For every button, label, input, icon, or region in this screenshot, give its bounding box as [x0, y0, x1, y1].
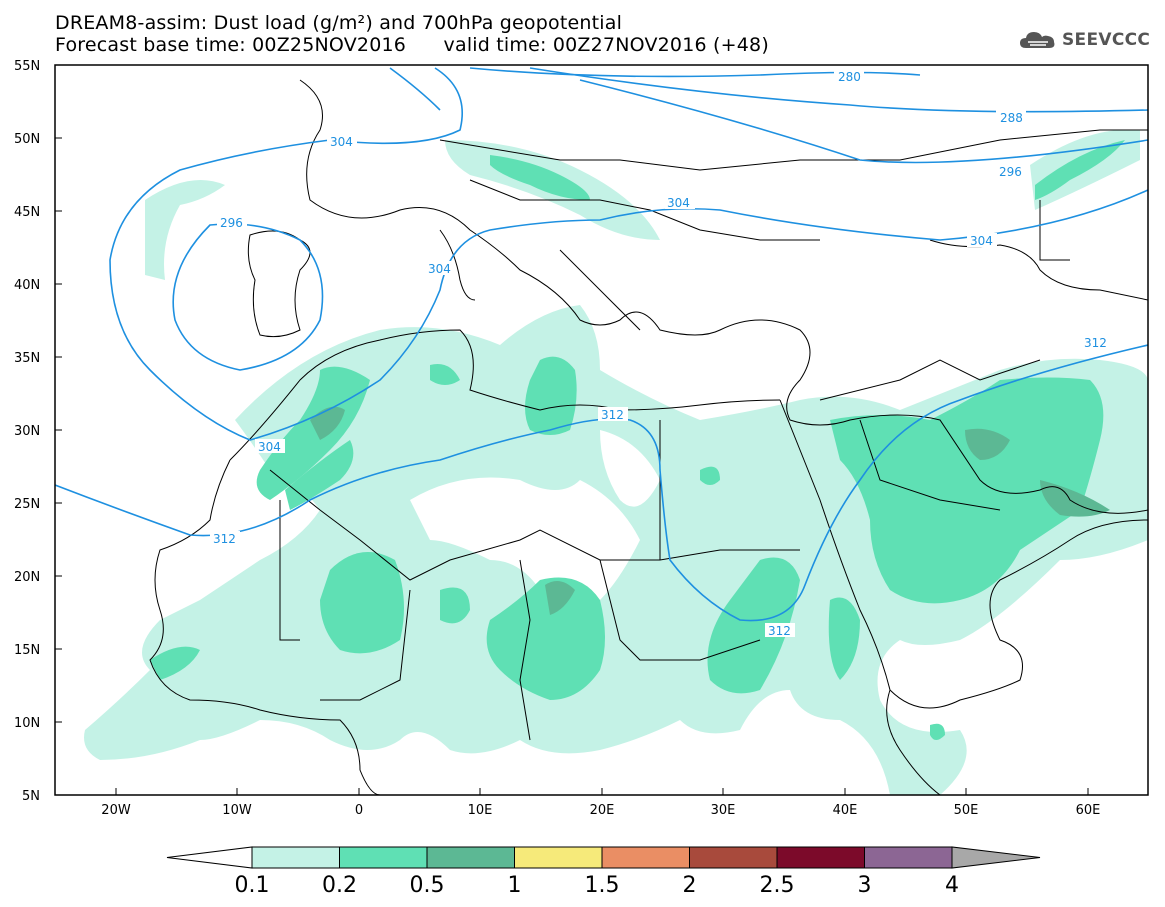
colorbar: 0.1 0.2 0.5 1 1.5 2 2.5 3 4	[166, 846, 1041, 898]
contour-label: 296	[999, 165, 1022, 179]
lat-tick-label: 15N	[14, 643, 40, 658]
lat-tick-label: 5N	[22, 789, 40, 804]
contour-label: 304	[330, 135, 353, 149]
lon-tick-label: 10W	[222, 803, 252, 818]
colorbar-label: 0.1	[235, 873, 270, 898]
lat-tick-label: 35N	[14, 351, 40, 366]
lat-tick-label: 10N	[14, 716, 40, 731]
dust-load-shading	[84, 129, 1148, 795]
contour-label: 304	[970, 234, 993, 248]
logo-text: SEEVCCC	[1062, 30, 1151, 50]
contour-label: 304	[428, 262, 451, 276]
contour-label: 312	[1084, 336, 1107, 350]
contour-label: 296	[220, 216, 243, 230]
colorbar-label: 3	[858, 873, 872, 898]
lon-tick-label: 40E	[833, 803, 858, 818]
colorbar-swatch	[601, 846, 690, 869]
contour-label: 312	[601, 408, 624, 422]
contour-label: 304	[667, 196, 690, 210]
lat-tick-label: 45N	[14, 205, 40, 220]
contour-label: 312	[213, 532, 236, 546]
lon-tick-label: 50E	[954, 803, 979, 818]
colorbar-swatch	[251, 846, 340, 869]
contour-labels: 280 288 296 296 304 304 304 304 304 312 …	[210, 69, 1111, 638]
lon-tick-label: 0	[355, 803, 363, 818]
lat-tick-label: 50N	[14, 132, 40, 147]
colorbar-label: 2.5	[760, 873, 795, 898]
lon-tick-label: 60E	[1076, 803, 1101, 818]
lon-tick-label: 30E	[711, 803, 736, 818]
lat-tick-label: 40N	[14, 278, 40, 293]
colorbar-swatch	[864, 846, 953, 869]
colorbar-swatch	[514, 846, 603, 869]
lat-tick-label: 20N	[14, 570, 40, 585]
colorbar-label: 2	[683, 873, 697, 898]
lat-tick-label: 55N	[14, 59, 40, 74]
contour-label: 304	[258, 440, 281, 454]
colorbar-label: 1.5	[585, 873, 620, 898]
contour-label: 280	[838, 70, 861, 84]
colorbar-label: 0.2	[322, 873, 357, 898]
lon-tick-label: 10E	[468, 803, 493, 818]
lat-tick-label: 25N	[14, 497, 40, 512]
colorbar-over-triangle	[951, 846, 1041, 869]
lon-tick-label: 20E	[590, 803, 615, 818]
map-title: DREAM8-assim: Dust load (g/m²) and 700hP…	[55, 12, 623, 34]
cloud-icon	[1020, 32, 1055, 48]
lon-axis: 20W 10W 0 10E 20E 30E 40E 50E 60E	[101, 788, 1100, 818]
colorbar-swatch	[689, 846, 778, 869]
colorbar-swatch	[426, 846, 515, 869]
map-subtitle: Forecast base time: 00Z25NOV2016 valid t…	[55, 34, 769, 56]
colorbar-label: 1	[508, 873, 522, 898]
lon-tick-label: 20W	[101, 803, 131, 818]
colorbar-under-triangle	[166, 846, 253, 869]
seevccc-logo: SEEVCCC	[1018, 28, 1150, 52]
geopotential-contours	[55, 67, 1148, 622]
lat-axis: 55N 50N 45N 40N 35N 30N 25N 20N 15N 10N …	[14, 59, 62, 804]
contour-label: 288	[1000, 111, 1023, 125]
contour-label: 312	[768, 624, 791, 638]
lat-tick-label: 30N	[14, 424, 40, 439]
colorbar-label: 4	[945, 873, 959, 898]
colorbar-swatch	[776, 846, 865, 869]
colorbar-swatch	[339, 846, 428, 869]
colorbar-label: 0.5	[410, 873, 445, 898]
